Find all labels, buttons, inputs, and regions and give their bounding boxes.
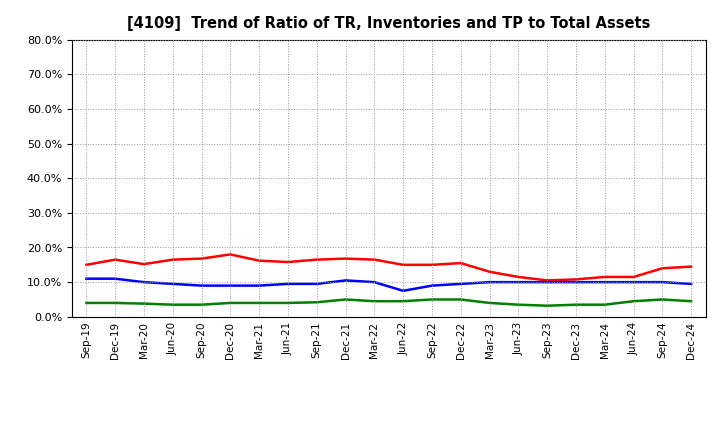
Inventories — [600, 279, 609, 285]
Inventories — [82, 276, 91, 281]
Inventories — [687, 281, 696, 286]
Inventories — [255, 283, 264, 288]
Trade Payables — [312, 300, 321, 305]
Trade Receivables — [514, 274, 523, 279]
Trade Receivables — [226, 252, 235, 257]
Trade Receivables — [197, 256, 206, 261]
Trade Payables — [687, 299, 696, 304]
Inventories — [572, 279, 580, 285]
Inventories — [312, 281, 321, 286]
Trade Receivables — [658, 266, 667, 271]
Trade Receivables — [543, 278, 552, 283]
Trade Payables — [600, 302, 609, 307]
Line: Trade Receivables: Trade Receivables — [86, 254, 691, 280]
Trade Receivables — [428, 262, 436, 268]
Trade Payables — [111, 300, 120, 305]
Trade Payables — [514, 302, 523, 307]
Trade Receivables — [111, 257, 120, 262]
Inventories — [456, 281, 465, 286]
Inventories — [140, 279, 148, 285]
Inventories — [111, 276, 120, 281]
Trade Receivables — [687, 264, 696, 269]
Trade Receivables — [168, 257, 177, 262]
Trade Payables — [370, 299, 379, 304]
Inventories — [658, 279, 667, 285]
Trade Payables — [456, 297, 465, 302]
Trade Receivables — [629, 274, 638, 279]
Line: Inventories: Inventories — [86, 279, 691, 291]
Trade Receivables — [255, 258, 264, 263]
Title: [4109]  Trend of Ratio of TR, Inventories and TP to Total Assets: [4109] Trend of Ratio of TR, Inventories… — [127, 16, 650, 32]
Trade Payables — [168, 302, 177, 307]
Trade Payables — [140, 301, 148, 306]
Inventories — [514, 279, 523, 285]
Trade Payables — [255, 300, 264, 305]
Trade Payables — [658, 297, 667, 302]
Trade Payables — [341, 297, 350, 302]
Trade Receivables — [82, 262, 91, 268]
Trade Receivables — [370, 257, 379, 262]
Trade Receivables — [312, 257, 321, 262]
Trade Receivables — [341, 256, 350, 261]
Trade Receivables — [600, 274, 609, 279]
Trade Payables — [399, 299, 408, 304]
Inventories — [284, 281, 292, 286]
Trade Payables — [629, 299, 638, 304]
Trade Payables — [284, 300, 292, 305]
Trade Payables — [226, 300, 235, 305]
Trade Payables — [428, 297, 436, 302]
Trade Payables — [485, 300, 494, 305]
Inventories — [543, 279, 552, 285]
Inventories — [341, 278, 350, 283]
Inventories — [370, 279, 379, 285]
Inventories — [226, 283, 235, 288]
Trade Receivables — [399, 262, 408, 268]
Inventories — [428, 283, 436, 288]
Trade Receivables — [572, 277, 580, 282]
Inventories — [197, 283, 206, 288]
Inventories — [399, 288, 408, 293]
Trade Receivables — [485, 269, 494, 275]
Inventories — [629, 279, 638, 285]
Trade Payables — [572, 302, 580, 307]
Line: Trade Payables: Trade Payables — [86, 300, 691, 306]
Trade Receivables — [456, 260, 465, 266]
Trade Payables — [197, 302, 206, 307]
Inventories — [168, 281, 177, 286]
Trade Payables — [82, 300, 91, 305]
Inventories — [485, 279, 494, 285]
Trade Receivables — [284, 260, 292, 265]
Trade Payables — [543, 303, 552, 308]
Trade Receivables — [140, 261, 148, 267]
